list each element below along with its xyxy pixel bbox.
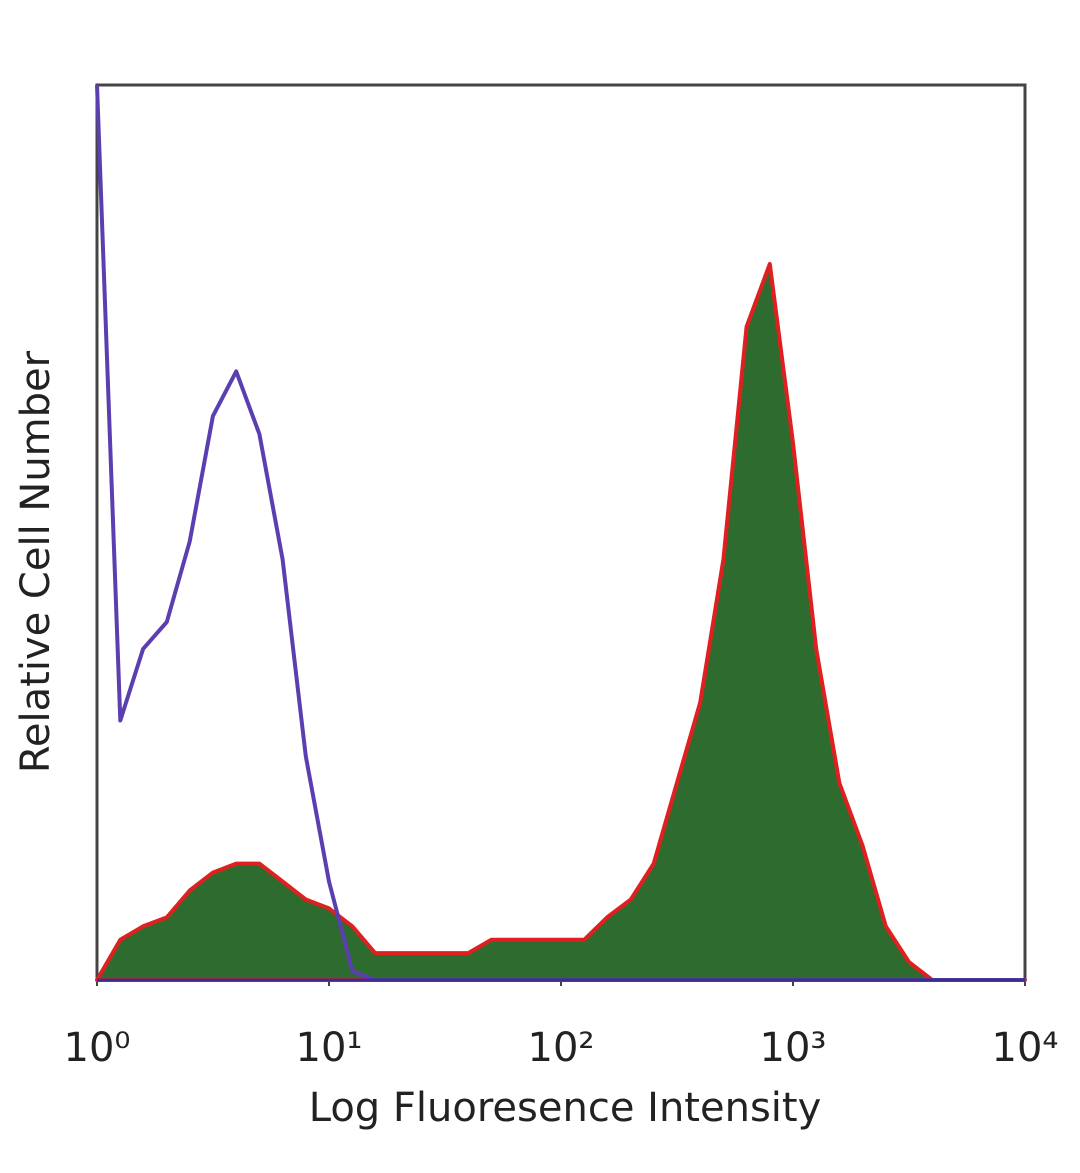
x-tick-label: 10⁰ [64, 1025, 131, 1071]
plot-frame [95, 83, 1027, 982]
histogram-area [95, 262, 1027, 982]
x-tick-label: 10³ [760, 1025, 827, 1071]
y-axis-label: Relative Cell Number [13, 350, 59, 773]
x-tick-label: 10¹ [296, 1025, 363, 1071]
x-tick-label: 10⁴ [992, 1025, 1059, 1071]
x-axis-label: Log Fluoresence Intensity [309, 1085, 822, 1131]
x-tick-label: 10² [528, 1025, 595, 1071]
histogram-line [95, 84, 1025, 982]
